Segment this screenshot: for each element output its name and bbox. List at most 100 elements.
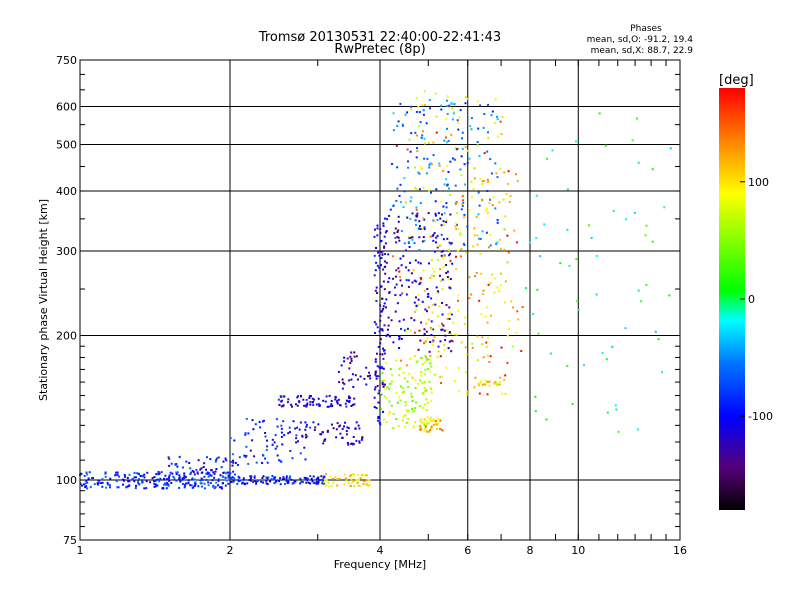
data-point — [559, 262, 562, 265]
data-point — [480, 272, 483, 275]
data-point — [279, 459, 282, 462]
data-point — [468, 276, 471, 279]
data-point — [414, 219, 417, 222]
data-point — [417, 348, 420, 351]
data-point — [373, 254, 376, 257]
data-point — [402, 371, 405, 374]
data-point — [398, 270, 401, 273]
data-point — [380, 240, 382, 243]
data-point — [299, 477, 302, 480]
data-point — [222, 472, 225, 474]
data-point — [446, 99, 448, 102]
data-point — [465, 371, 468, 374]
data-point — [157, 471, 160, 473]
data-point — [392, 112, 395, 115]
data-point — [127, 480, 130, 483]
data-point — [383, 217, 386, 220]
data-point — [436, 291, 439, 294]
data-point — [382, 357, 385, 360]
data-point — [440, 382, 442, 384]
data-point — [452, 321, 455, 324]
data-point — [375, 286, 378, 289]
data-point — [466, 225, 469, 228]
data-point — [222, 476, 225, 479]
data-point — [249, 449, 252, 452]
data-point — [466, 97, 469, 100]
data-point — [481, 383, 484, 386]
data-point — [199, 479, 202, 482]
data-point — [200, 471, 203, 474]
data-point — [375, 375, 378, 378]
data-point — [502, 198, 505, 201]
data-point — [379, 228, 382, 231]
data-point — [224, 476, 227, 479]
data-point — [423, 218, 426, 221]
data-point — [245, 445, 248, 448]
data-point — [485, 209, 487, 212]
y-tick-label: 600 — [56, 101, 77, 114]
data-point — [434, 214, 437, 217]
data-point — [264, 432, 267, 434]
data-point — [453, 380, 456, 383]
data-point — [348, 395, 350, 398]
data-point — [458, 116, 461, 119]
data-point — [346, 357, 349, 360]
data-point — [382, 280, 385, 283]
data-point — [429, 418, 431, 421]
data-point — [499, 247, 502, 250]
data-point — [157, 472, 160, 475]
data-point — [451, 118, 454, 121]
data-point — [430, 425, 433, 428]
data-point — [338, 381, 341, 384]
data-point — [85, 485, 88, 488]
data-point — [384, 272, 387, 275]
data-point — [165, 487, 168, 490]
data-point — [445, 366, 448, 369]
data-point — [86, 487, 89, 490]
data-point — [388, 291, 391, 294]
data-point — [357, 424, 360, 427]
data-point — [400, 264, 403, 267]
data-point — [435, 422, 438, 425]
data-point — [379, 286, 382, 289]
data-point — [449, 278, 452, 280]
data-point — [517, 318, 520, 321]
data-point — [168, 474, 171, 477]
data-point — [414, 387, 417, 389]
data-point — [419, 202, 422, 205]
data-point — [407, 418, 410, 421]
data-point — [447, 171, 450, 173]
data-point — [411, 400, 414, 403]
data-point — [382, 222, 385, 225]
data-point — [106, 483, 109, 486]
data-point — [252, 428, 255, 431]
data-point — [481, 183, 484, 185]
data-point — [402, 124, 404, 127]
data-point — [266, 477, 269, 480]
data-point — [439, 418, 442, 421]
data-point — [405, 266, 408, 269]
data-point — [317, 476, 319, 479]
data-point — [374, 360, 377, 363]
data-point — [231, 464, 234, 467]
data-point — [317, 397, 320, 400]
data-point — [426, 358, 429, 361]
data-point — [498, 383, 501, 386]
data-point — [321, 431, 324, 434]
data-point — [436, 423, 438, 426]
data-point — [442, 265, 445, 268]
data-point — [233, 477, 236, 480]
data-point — [345, 433, 348, 436]
data-point — [420, 421, 423, 424]
data-point — [419, 166, 422, 169]
data-point — [227, 474, 230, 477]
data-point — [432, 328, 435, 331]
data-point — [131, 478, 134, 480]
data-point — [455, 333, 458, 336]
data-point — [445, 304, 448, 306]
data-point — [473, 167, 476, 170]
data-point — [440, 254, 443, 257]
x-tick-label: 4 — [377, 544, 384, 557]
data-point — [421, 407, 424, 409]
data-point — [321, 482, 324, 485]
